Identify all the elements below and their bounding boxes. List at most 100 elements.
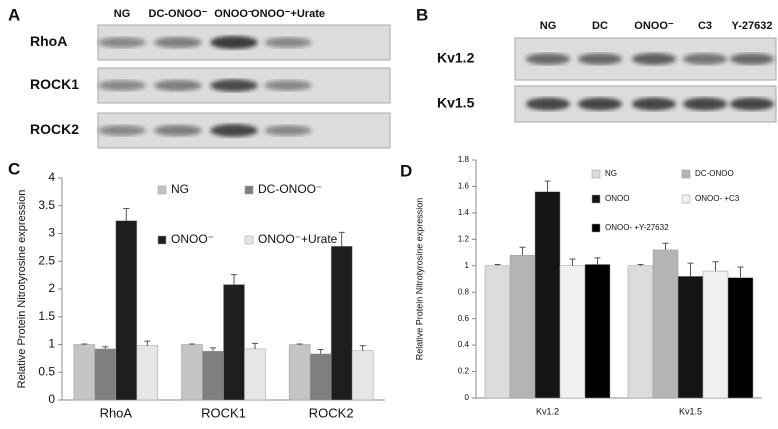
legend-label: ONOO⁻ — [171, 232, 214, 246]
legend-swatch — [244, 235, 254, 245]
lane-label: NG — [540, 20, 557, 32]
error-bar — [81, 343, 88, 345]
lane-label: ONOO⁻ — [214, 8, 254, 20]
error-bar — [189, 343, 195, 345]
lane-label: DC-ONOO⁻ — [149, 8, 208, 20]
error-bar — [296, 343, 303, 345]
y-tick-label: 0 — [465, 393, 470, 402]
error-bar — [712, 261, 719, 272]
bar — [652, 249, 679, 399]
blot-band — [154, 125, 202, 136]
blot-band — [154, 37, 202, 48]
bar — [73, 344, 96, 401]
error-bar — [210, 347, 216, 352]
error-bar — [144, 340, 151, 346]
error-bar — [494, 263, 501, 266]
bar — [702, 270, 729, 399]
bar — [136, 345, 159, 401]
y-tick-label: 0.5 — [38, 364, 55, 378]
error-bar — [637, 263, 644, 266]
bar — [223, 284, 245, 401]
y-tick-label: 2.5 — [38, 253, 55, 267]
legend-label: ONOO⁻+Urate — [258, 232, 338, 246]
bar — [351, 350, 374, 401]
y-axis-label: Relative Protein Nitrotyrosine expressio… — [16, 190, 28, 389]
bar — [202, 350, 224, 401]
legend-label: DC-ONOO — [695, 169, 734, 178]
row-label: Kv1.2 — [437, 50, 475, 66]
y-tick-label: 2 — [48, 281, 55, 295]
legend-swatch — [591, 194, 601, 204]
error-bar — [317, 348, 324, 354]
bar — [509, 254, 536, 399]
y-tick-label: 0 — [48, 392, 55, 406]
bar — [559, 265, 586, 399]
y-tick-label: 0.2 — [458, 367, 470, 376]
blot-band — [264, 80, 312, 91]
y-axis-label: Relative Protein Nitrotyrosine expressio… — [414, 198, 424, 361]
y-tick-label: 0.6 — [458, 314, 470, 323]
y-tick-label: 1.6 — [458, 182, 470, 191]
error-bar — [123, 208, 130, 221]
legend-label: NG — [605, 169, 617, 178]
error-bar — [594, 257, 601, 265]
lane-label: DC — [592, 20, 608, 32]
blot-band — [98, 37, 146, 48]
legend-label: ONOO — [605, 194, 629, 203]
blot-band — [577, 53, 623, 65]
legend-label: NG — [171, 182, 189, 196]
x-tick-label: Kv1.5 — [679, 406, 702, 416]
y-tick-label: 1.8 — [458, 155, 470, 164]
bar — [330, 246, 353, 401]
y-tick-label: 1 — [48, 337, 55, 351]
blot-band — [729, 97, 775, 111]
legend-swatch — [591, 169, 601, 179]
row-label: Kv1.5 — [437, 95, 475, 111]
bar — [115, 220, 138, 401]
blot-band — [525, 53, 571, 65]
error-bar — [519, 246, 526, 256]
error-bar — [544, 180, 551, 192]
lane-label: C3 — [698, 20, 712, 32]
y-tick-label: 3.5 — [38, 198, 55, 212]
bar — [627, 265, 654, 399]
legend-label: ONOO- +Y-27632 — [605, 223, 669, 232]
bar — [94, 348, 117, 401]
bar — [288, 344, 311, 401]
blot-band — [264, 37, 312, 48]
error-bar — [737, 266, 744, 278]
y-tick-label: 3 — [48, 226, 55, 240]
blot-band — [264, 125, 312, 136]
legend-label: DC-ONOO⁻ — [258, 182, 322, 196]
blot-band — [98, 80, 146, 91]
bar — [484, 265, 511, 399]
legend-swatch — [681, 169, 691, 179]
bar — [727, 277, 754, 399]
blot-band — [525, 97, 571, 111]
row-label: RhoA — [30, 33, 67, 49]
bar — [181, 344, 203, 401]
row-label: ROCK2 — [30, 121, 79, 137]
error-bar — [359, 345, 366, 351]
x-tick-label: ROCK1 — [201, 405, 246, 420]
blot-band — [577, 97, 623, 111]
bar — [584, 264, 611, 399]
blot-band — [631, 53, 677, 65]
legend-swatch — [591, 223, 601, 233]
error-bar — [687, 262, 694, 277]
x-tick-label: ROCK2 — [309, 405, 354, 420]
blot-band — [631, 97, 677, 111]
panel-label: C — [8, 159, 20, 178]
bar — [309, 353, 332, 401]
legend-swatch — [157, 235, 167, 245]
error-bar — [662, 242, 669, 250]
y-tick-label: 0.8 — [458, 287, 470, 296]
y-tick-label: 1.5 — [38, 309, 55, 323]
lane-label: NG — [114, 8, 131, 20]
error-bar — [102, 346, 109, 349]
bar — [534, 191, 561, 399]
x-tick-label: Kv1.2 — [536, 406, 559, 416]
legend-swatch — [681, 194, 691, 204]
panel-label: B — [416, 5, 428, 24]
